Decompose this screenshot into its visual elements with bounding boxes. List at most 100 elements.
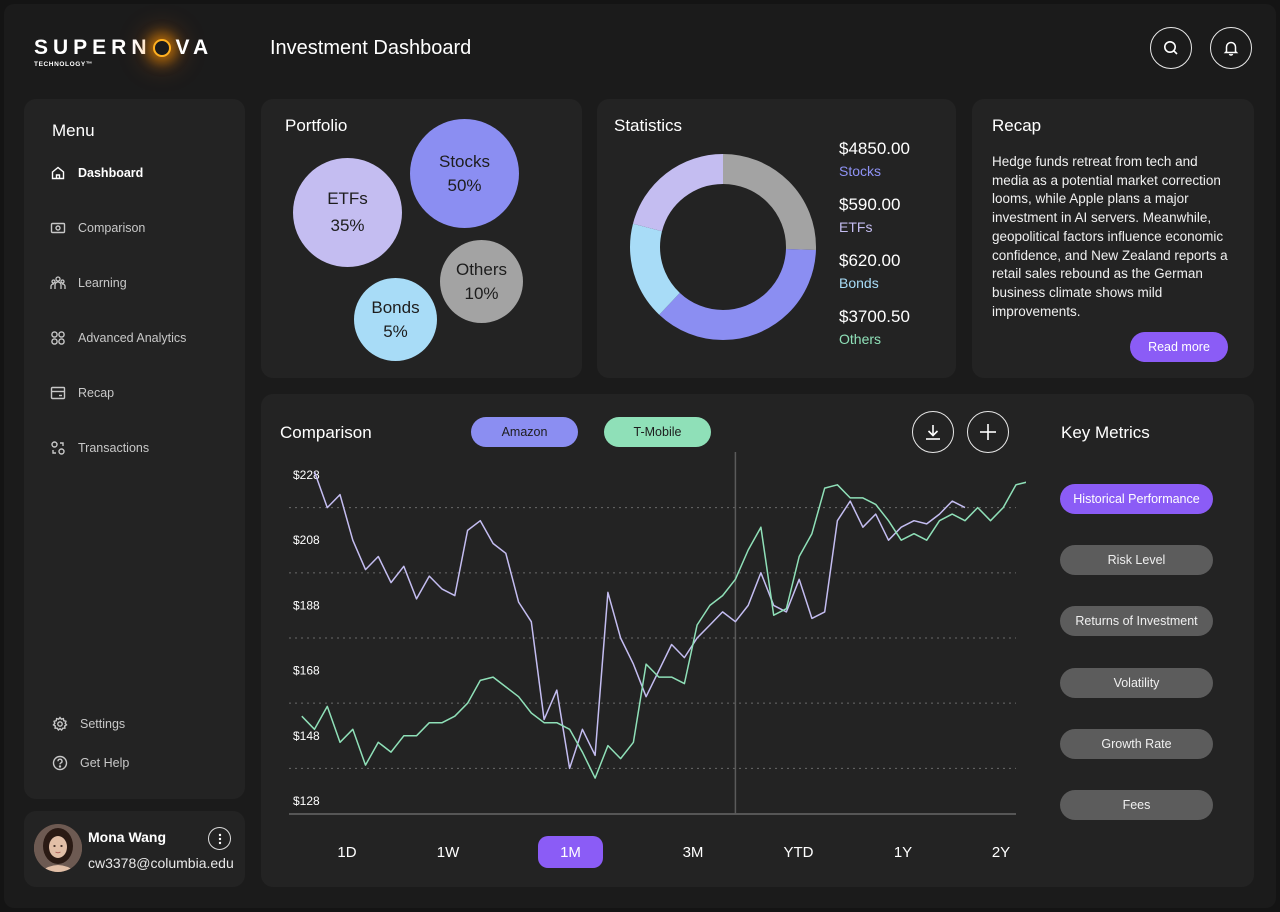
y-tick-label: $208 (293, 533, 320, 547)
statistics-panel: Statistics $4850.00 Stocks $590.00 ETFs … (597, 99, 956, 378)
metric-historical-performance[interactable]: Historical Performance (1060, 484, 1213, 514)
metric-fees[interactable]: Fees (1060, 790, 1213, 820)
stat-label-etfs: ETFs (839, 219, 873, 235)
key-metrics-title: Key Metrics (1061, 423, 1150, 442)
sidebar-item-dashboard[interactable]: Dashboard (50, 163, 143, 183)
recap-text: Hedge funds retreat from tech and media … (992, 154, 1228, 319)
metric-returns-of-investment[interactable]: Returns of Investment (1060, 606, 1213, 636)
bubble-etfs[interactable]: ETFs 35% (293, 158, 402, 267)
supernova-logo[interactable]: SUPERN VA TECHNOLOGY™ (34, 30, 234, 76)
range-1w[interactable]: 1W (436, 843, 460, 861)
stat-value-others: $3700.50 (839, 307, 910, 326)
download-icon (926, 425, 940, 440)
bubble-name: Bonds (371, 297, 420, 317)
bubble-name: ETFs (327, 189, 368, 208)
bubble-others[interactable]: Others 10% (440, 240, 523, 323)
home-icon (51, 166, 65, 180)
metric-volatility[interactable]: Volatility (1060, 668, 1213, 698)
user-email: cw3378@columbia.edu (88, 855, 234, 871)
recap-panel: Recap Hedge funds retreat from tech and … (972, 99, 1254, 378)
donut-segment-bonds[interactable] (630, 154, 816, 340)
banknote-icon (50, 222, 66, 234)
range-1d[interactable]: 1D (337, 843, 357, 861)
stat-value-stocks: $4850.00 (839, 139, 910, 158)
card-icon (50, 386, 66, 400)
comparison-title: Comparison (280, 423, 372, 442)
menu-title: Menu (52, 121, 95, 140)
user-name: Mona Wang (88, 829, 167, 845)
sidebar-item-label: Transactions (78, 441, 150, 455)
bubble-percent: 50% (447, 175, 482, 195)
comparison-panel: Comparison Amazon T-Mobile $228 $208 $188 $… (261, 394, 1254, 887)
donut-segment-etfs[interactable] (630, 154, 816, 340)
logo-sun-icon (152, 39, 171, 57)
sidebar-item-label: Advanced Analytics (78, 331, 187, 345)
more-vertical-icon (218, 833, 221, 844)
donut-segment-stocks[interactable] (630, 154, 816, 340)
sidebar-item-label: Learning (78, 276, 127, 290)
bubble-percent: 5% (383, 321, 408, 341)
sidebar-item-label: Dashboard (78, 166, 144, 180)
user-more-button[interactable] (208, 827, 231, 850)
bubble-stocks[interactable]: Stocks 50% (410, 119, 519, 228)
sidebar-item-settings[interactable]: Settings (52, 714, 125, 734)
metric-risk-level[interactable]: Risk Level (1060, 545, 1213, 575)
read-more-button[interactable]: Read more (1130, 332, 1228, 362)
bubble-bonds[interactable]: Bonds 5% (354, 278, 437, 361)
sidebar-item-advanced-analytics[interactable]: Advanced Analytics (50, 328, 186, 348)
statistics-title: Statistics (614, 116, 683, 135)
metric-growth-rate[interactable]: Growth Rate (1060, 729, 1213, 759)
portfolio-panel: Portfolio ETFs 35% Stocks 50% Others 10%… (261, 99, 582, 378)
sidebar-item-get-help[interactable]: Get Help (52, 753, 129, 773)
grid-icon (51, 331, 65, 345)
y-tick-label: $228 (293, 468, 320, 482)
series-line-amazon[interactable] (313, 471, 966, 770)
legend-t-mobile[interactable]: T-Mobile (604, 417, 711, 447)
stat-label-others: Others (839, 331, 882, 347)
transactions-icon (51, 441, 65, 455)
help-icon (52, 755, 68, 771)
range-1m[interactable]: 1M (538, 836, 603, 868)
bell-icon (1223, 41, 1239, 56)
notifications-button[interactable] (1210, 27, 1252, 69)
sidebar-item-learning[interactable]: Learning (50, 273, 127, 293)
comparison-line-chart: $228 $208 $188 $168 $148 $128 (289, 452, 1026, 815)
search-icon (1164, 41, 1178, 55)
sidebar-item-transactions[interactable]: Transactions (50, 438, 149, 458)
bubble-name: Stocks (438, 151, 491, 171)
download-button[interactable] (912, 411, 954, 453)
settings-label: Settings (80, 717, 126, 731)
range-3m[interactable]: 3M (682, 843, 704, 861)
sidebar-item-label: Comparison (78, 221, 146, 235)
y-tick-label: $168 (293, 664, 320, 678)
avatar[interactable] (34, 824, 82, 872)
portfolio-title: Portfolio (285, 116, 348, 135)
sidebar-item-label: Recap (78, 386, 115, 400)
stat-value-bonds: $620.00 (839, 251, 901, 270)
add-button[interactable] (967, 411, 1009, 453)
range-1y[interactable]: 1Y (893, 843, 913, 861)
range-ytd[interactable]: YTD (783, 843, 814, 861)
gear-icon (52, 716, 68, 732)
page-title: Investment Dashboard (270, 37, 472, 59)
stat-value-etfs: $590.00 (839, 195, 901, 214)
recap-title: Recap (992, 116, 1042, 135)
search-button[interactable] (1150, 27, 1192, 69)
get-help-label: Get Help (80, 756, 130, 770)
bubble-percent: 10% (464, 283, 499, 303)
avatar-portrait (34, 824, 82, 872)
sidebar-item-recap[interactable]: Recap (50, 383, 114, 403)
sidebar-item-comparison[interactable]: Comparison (50, 218, 145, 238)
legend-amazon[interactable]: Amazon (471, 417, 578, 447)
y-tick-label: $188 (293, 598, 320, 612)
series-line-t-mobile[interactable] (301, 481, 1026, 779)
statistics-donut-chart (630, 154, 816, 340)
logo-text-end: VA (175, 36, 214, 59)
logo-text-start: SUPERN (34, 36, 152, 59)
logo-subtitle: TECHNOLOGY™ (34, 61, 93, 68)
y-tick-label: $148 (293, 729, 320, 743)
user-card: Mona Wang cw3378@columbia.edu (24, 811, 245, 887)
plus-icon (980, 424, 996, 440)
y-tick-label: $128 (293, 794, 320, 808)
range-2y[interactable]: 2Y (991, 843, 1011, 861)
